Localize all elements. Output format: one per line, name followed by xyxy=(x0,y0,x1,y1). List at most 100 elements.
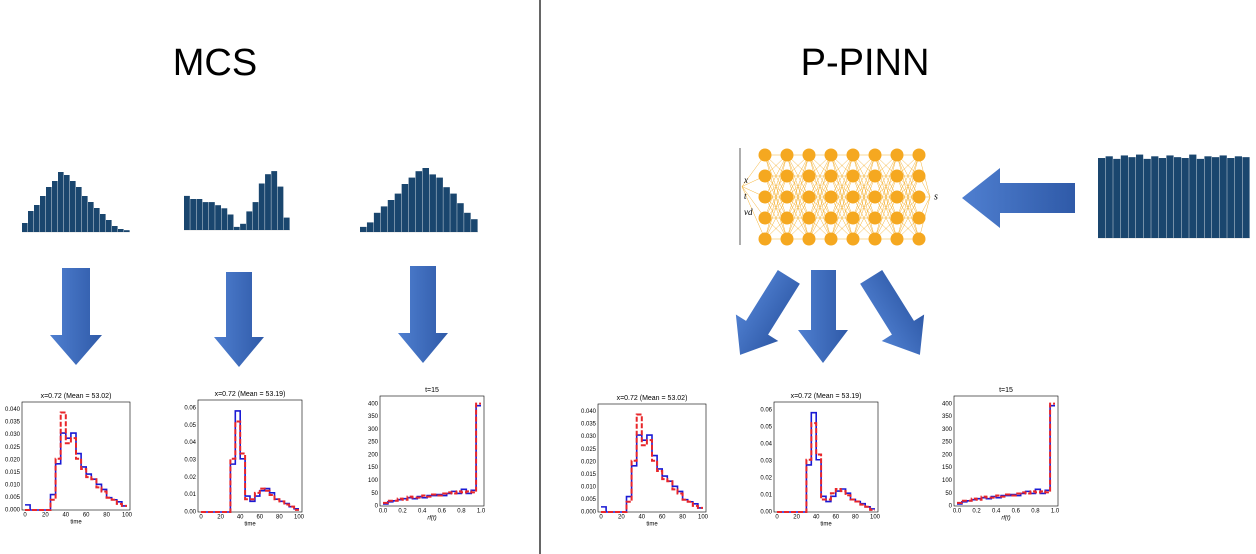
x-tick-label: 0.8 xyxy=(1031,509,1040,515)
hist-bar xyxy=(1098,158,1106,238)
hist-bar xyxy=(277,186,284,230)
hist-bar xyxy=(58,172,64,232)
hist-bar xyxy=(52,181,58,232)
input-label: t xyxy=(744,191,747,201)
y-tick-label: 0.000 xyxy=(5,508,21,514)
hist-bar xyxy=(1204,156,1212,238)
x-tick-label: 0.2 xyxy=(972,509,981,515)
x-tick-label: 0.8 xyxy=(457,509,466,515)
hist-bar xyxy=(1120,155,1128,238)
arrow xyxy=(798,270,848,363)
neuron xyxy=(912,148,926,162)
y-tick-label: 100 xyxy=(942,478,953,484)
input-label: x xyxy=(743,175,748,185)
hist-bar xyxy=(401,184,409,232)
hist-bar xyxy=(88,202,94,232)
step-curve xyxy=(201,410,299,513)
x-tick-label: 1.0 xyxy=(1051,509,1060,515)
x-tick-label: 20 xyxy=(618,515,625,521)
hist-bar xyxy=(215,205,222,230)
neuron xyxy=(890,232,904,246)
hist-bar xyxy=(1166,155,1174,238)
hist-bar xyxy=(1113,158,1121,238)
hist-bar xyxy=(408,177,416,232)
hist-bar xyxy=(240,223,246,230)
neuron xyxy=(802,232,816,246)
hist-bar xyxy=(429,174,436,232)
x-tick-label: 80 xyxy=(276,515,283,521)
step-curve xyxy=(383,404,481,505)
edge xyxy=(764,196,788,240)
neuron xyxy=(802,148,816,162)
neuron xyxy=(802,190,816,204)
edge xyxy=(786,175,810,240)
neuron xyxy=(846,148,860,162)
hist-bar xyxy=(271,171,278,230)
y-tick-label: 0.06 xyxy=(184,405,196,411)
section-title: MCS xyxy=(173,42,257,84)
x-tick-label: 100 xyxy=(870,515,881,521)
hist-bar xyxy=(196,199,203,230)
hist-bar xyxy=(34,205,40,232)
x-tick-label: 80 xyxy=(103,513,110,519)
hist-bar xyxy=(70,181,76,232)
neuron xyxy=(890,211,904,225)
hist-bar xyxy=(64,175,70,232)
section-title: P-PINN xyxy=(801,42,930,84)
y-tick-label: 0.040 xyxy=(581,409,597,415)
hist-bar xyxy=(1181,158,1189,238)
y-tick-label: 200 xyxy=(942,452,953,458)
y-tick-label: 250 xyxy=(942,440,953,446)
hist-bar xyxy=(464,212,471,232)
hist-bar xyxy=(202,202,209,230)
step-curve xyxy=(25,411,127,511)
neuron xyxy=(824,211,838,225)
neuron xyxy=(912,169,926,183)
x-tick-label: 0 xyxy=(199,515,203,521)
y-tick-label: 0.00 xyxy=(760,510,772,516)
hist-bar xyxy=(1105,156,1113,238)
hist-bar xyxy=(415,171,423,232)
neuron xyxy=(912,232,926,246)
plot-frame xyxy=(21,401,131,511)
plot-frame xyxy=(953,395,1059,507)
y-tick-label: 0.05 xyxy=(184,423,196,429)
plot-title: x=0.72 (Mean = 53.02) xyxy=(41,393,112,400)
x-axis-label: rf(t) xyxy=(427,516,436,522)
edge xyxy=(874,154,898,240)
neuron xyxy=(890,148,904,162)
x-tick-label: 80 xyxy=(679,515,686,521)
hist-bar xyxy=(40,196,46,232)
neuron xyxy=(868,211,882,225)
hist-bar xyxy=(208,202,215,230)
x-tick-label: 100 xyxy=(698,515,709,521)
x-tick-label: 40 xyxy=(237,515,244,521)
y-tick-label: 0.000 xyxy=(581,510,597,516)
hist-bar xyxy=(112,226,118,232)
edge xyxy=(896,175,920,240)
x-tick-label: 0.2 xyxy=(398,509,407,515)
neuron xyxy=(758,190,772,204)
edge xyxy=(896,154,920,219)
neuron xyxy=(802,211,816,225)
hist-bar xyxy=(124,230,130,232)
edge xyxy=(786,196,810,240)
hist-bar xyxy=(1219,155,1227,238)
step-curve xyxy=(957,402,1055,504)
x-tick-label: 20 xyxy=(793,515,800,521)
y-tick-label: 0.02 xyxy=(184,475,196,481)
edge xyxy=(786,154,810,240)
edge xyxy=(830,154,854,240)
x-tick-label: 40 xyxy=(638,515,645,521)
neuron xyxy=(824,232,838,246)
x-tick-label: 0.0 xyxy=(379,509,388,515)
edge xyxy=(896,154,920,198)
y-tick-label: 0.035 xyxy=(5,420,21,426)
edge xyxy=(808,154,832,219)
hist-bar xyxy=(283,217,290,230)
neuron xyxy=(846,211,860,225)
y-tick-label: 250 xyxy=(368,440,379,446)
hist-bar xyxy=(258,183,265,230)
hist-bar xyxy=(28,211,34,232)
hist-bar xyxy=(457,203,464,232)
